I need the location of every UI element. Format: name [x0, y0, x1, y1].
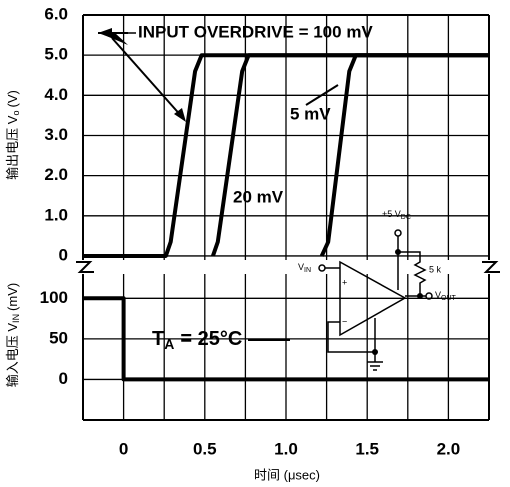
svg-text:−: −: [342, 316, 347, 326]
x-tick-label: 1.5: [355, 439, 379, 458]
series-label: 20 mV: [233, 187, 284, 206]
circuit-label: 5 k: [429, 264, 442, 274]
frame: [76, 14, 500, 421]
circuit-label: VOUT: [435, 290, 457, 301]
x-tick-label: 1.0: [274, 439, 298, 458]
data-line: [211, 53, 489, 257]
y-tick-label: 3.0: [44, 125, 68, 144]
series-label: 5 mV: [290, 104, 331, 123]
svg-text:+: +: [342, 277, 347, 287]
y-tick-label: 0: [59, 369, 68, 388]
x-tick-label: 0.5: [193, 439, 217, 458]
y-tick-label: 2.0: [44, 165, 68, 184]
y-tick-label: 5.0: [44, 45, 68, 64]
annotation-arrows: [98, 28, 339, 341]
temperature-note: TA = 25°C: [152, 328, 242, 351]
x-tick-label: 2.0: [437, 439, 461, 458]
annotation: INPUT OVERDRIVE = 100 mV: [138, 22, 373, 41]
y-tick-label: 4.0: [44, 85, 68, 104]
y-tick-label: 6.0: [44, 4, 68, 23]
y-tick-label: 1.0: [44, 205, 68, 224]
y-axis-label: 输入电压 VIN(mV): [5, 283, 21, 387]
x-axis-label: 时间 (μsec): [254, 467, 320, 482]
circuit: + −: [318, 229, 433, 371]
data-line: [83, 296, 489, 382]
circuit-label: +5 VDC: [382, 209, 411, 220]
data-line: [319, 53, 489, 257]
y-tick-label: 50: [49, 328, 68, 347]
plot-layer: 0 1.0 2.0 3.0 4.0 5.0 6.0 0 50 100 0 0.5 1.0 1.5 2.0: [40, 4, 490, 458]
y-axis-label: 输出电压 Vo(V): [5, 90, 21, 180]
y-tick-label: 100: [40, 288, 68, 307]
circuit-label: VIN: [298, 262, 311, 273]
y-tick-label: 0: [59, 245, 68, 264]
x-tick-label: 0: [119, 439, 128, 458]
